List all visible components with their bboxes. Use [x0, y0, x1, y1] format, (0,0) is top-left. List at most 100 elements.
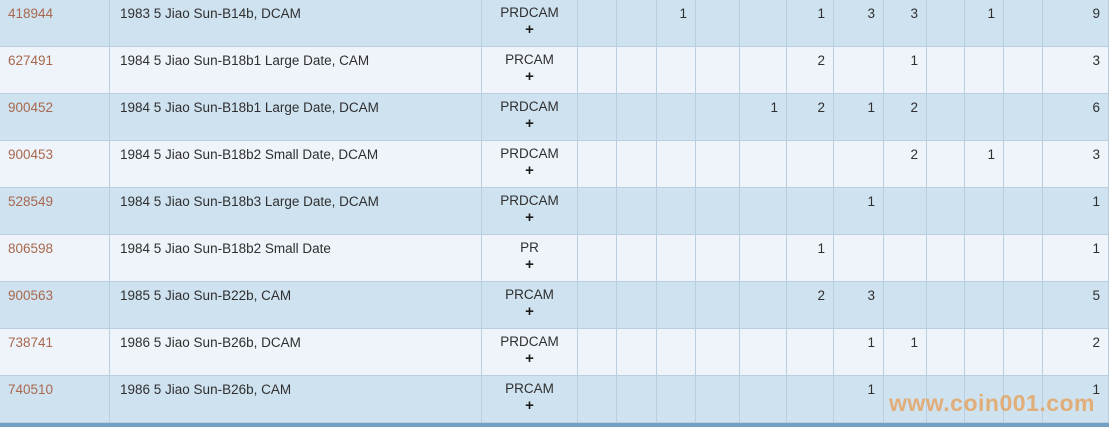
table-row: 900563 1985 5 Jiao Sun-B22b, CAM PRCAM +… [0, 282, 1109, 329]
grade-count-cell: 2 [884, 141, 927, 187]
grade-count-cell [617, 47, 657, 93]
grade-count-cell: 2 [787, 47, 834, 93]
grade-count-cell [696, 47, 740, 93]
expand-plus-button[interactable]: + [525, 115, 534, 132]
grade-count-cell [578, 376, 617, 422]
coin-id-link[interactable]: 806598 [0, 235, 110, 281]
row-total-cell: 9 [1043, 0, 1109, 46]
coin-id-link[interactable]: 900453 [0, 141, 110, 187]
grade-count-cell [617, 376, 657, 422]
grade-type-cell: PRDCAM + [482, 329, 578, 375]
grade-count-cell [884, 188, 927, 234]
grade-count-cell: 1 [657, 0, 696, 46]
grade-count-cell: 1 [884, 47, 927, 93]
expand-plus-button[interactable]: + [525, 350, 534, 367]
grade-count-cell [965, 376, 1004, 422]
grade-type-cell: PRDCAM + [482, 0, 578, 46]
grade-count-cell: 3 [834, 0, 884, 46]
grade-count-cell [1004, 47, 1043, 93]
table-row: 627491 1984 5 Jiao Sun-B18b1 Large Date,… [0, 47, 1109, 94]
grade-count-cell [657, 376, 696, 422]
grade-count-cell [927, 329, 965, 375]
row-total-cell: 1 [1043, 376, 1109, 422]
grade-count-cell [927, 376, 965, 422]
grade-count-cell [740, 235, 787, 281]
row-total-cell: 5 [1043, 282, 1109, 328]
grade-type-label: PRDCAM [500, 334, 559, 349]
grade-count-cell: 2 [884, 94, 927, 140]
grade-count-cell [696, 141, 740, 187]
grade-type-cell: PRDCAM + [482, 188, 578, 234]
grade-count-cell [578, 188, 617, 234]
coin-id-link[interactable]: 627491 [0, 47, 110, 93]
grade-type-cell: PRDCAM + [482, 94, 578, 140]
grade-count-cell [578, 94, 617, 140]
coin-id-link[interactable]: 418944 [0, 0, 110, 46]
coin-id-link[interactable]: 738741 [0, 329, 110, 375]
grade-count-cell [617, 94, 657, 140]
coin-description: 1983 5 Jiao Sun-B14b, DCAM [110, 0, 482, 46]
row-total-cell: 6 [1043, 94, 1109, 140]
table-row: 900452 1984 5 Jiao Sun-B18b1 Large Date,… [0, 94, 1109, 141]
grade-count-cell [787, 141, 834, 187]
grade-count-cell: 3 [884, 0, 927, 46]
row-total-cell: 3 [1043, 141, 1109, 187]
grade-count-cell [834, 141, 884, 187]
coin-description: 1984 5 Jiao Sun-B18b2 Small Date [110, 235, 482, 281]
grade-count-cell: 2 [787, 94, 834, 140]
table-row: 738741 1986 5 Jiao Sun-B26b, DCAM PRDCAM… [0, 329, 1109, 376]
grade-count-cell [965, 188, 1004, 234]
expand-plus-button[interactable]: + [525, 256, 534, 273]
table-row: 528549 1984 5 Jiao Sun-B18b3 Large Date,… [0, 188, 1109, 235]
grade-count-cell [927, 188, 965, 234]
coin-description: 1984 5 Jiao Sun-B18b1 Large Date, CAM [110, 47, 482, 93]
coin-description: 1986 5 Jiao Sun-B26b, CAM [110, 376, 482, 422]
grade-count-cell: 1 [787, 235, 834, 281]
grade-type-cell: PR + [482, 235, 578, 281]
expand-plus-button[interactable]: + [525, 21, 534, 38]
grade-count-cell [578, 47, 617, 93]
grade-count-cell [578, 282, 617, 328]
grade-count-cell [927, 0, 965, 46]
grade-count-cell [787, 188, 834, 234]
expand-plus-button[interactable]: + [525, 162, 534, 179]
grade-count-cell: 1 [787, 0, 834, 46]
coin-id-link[interactable]: 900563 [0, 282, 110, 328]
grade-count-cell [657, 282, 696, 328]
grade-count-cell [927, 235, 965, 281]
grade-count-cell [578, 329, 617, 375]
grade-count-cell [696, 376, 740, 422]
coin-id-link[interactable]: 740510 [0, 376, 110, 422]
grade-count-cell [617, 141, 657, 187]
grade-count-cell [965, 235, 1004, 281]
grade-type-cell: PRCAM + [482, 376, 578, 422]
grade-count-cell: 1 [834, 94, 884, 140]
grade-type-label: PRCAM [505, 52, 554, 67]
grade-type-label: PRDCAM [500, 5, 559, 20]
grade-type-label: PRDCAM [500, 146, 559, 161]
grade-count-cell [617, 0, 657, 46]
grade-count-cell [965, 329, 1004, 375]
table-row: 806598 1984 5 Jiao Sun-B18b2 Small Date … [0, 235, 1109, 282]
grade-count-cell [657, 47, 696, 93]
grade-count-cell [657, 188, 696, 234]
grade-count-cell [578, 235, 617, 281]
expand-plus-button[interactable]: + [525, 303, 534, 320]
grade-count-cell [696, 0, 740, 46]
coin-id-link[interactable]: 900452 [0, 94, 110, 140]
grade-count-cell: 1 [965, 141, 1004, 187]
grade-count-cell [787, 376, 834, 422]
grade-count-cell [740, 0, 787, 46]
grade-count-cell [1004, 188, 1043, 234]
grade-count-cell [834, 47, 884, 93]
grade-count-cell [696, 94, 740, 140]
expand-plus-button[interactable]: + [525, 209, 534, 226]
grade-count-cell [965, 282, 1004, 328]
expand-plus-button[interactable]: + [525, 397, 534, 414]
grade-type-label: PRDCAM [500, 193, 559, 208]
expand-plus-button[interactable]: + [525, 68, 534, 85]
coin-description: 1986 5 Jiao Sun-B26b, DCAM [110, 329, 482, 375]
coin-description: 1984 5 Jiao Sun-B18b3 Large Date, DCAM [110, 188, 482, 234]
coin-id-link[interactable]: 528549 [0, 188, 110, 234]
